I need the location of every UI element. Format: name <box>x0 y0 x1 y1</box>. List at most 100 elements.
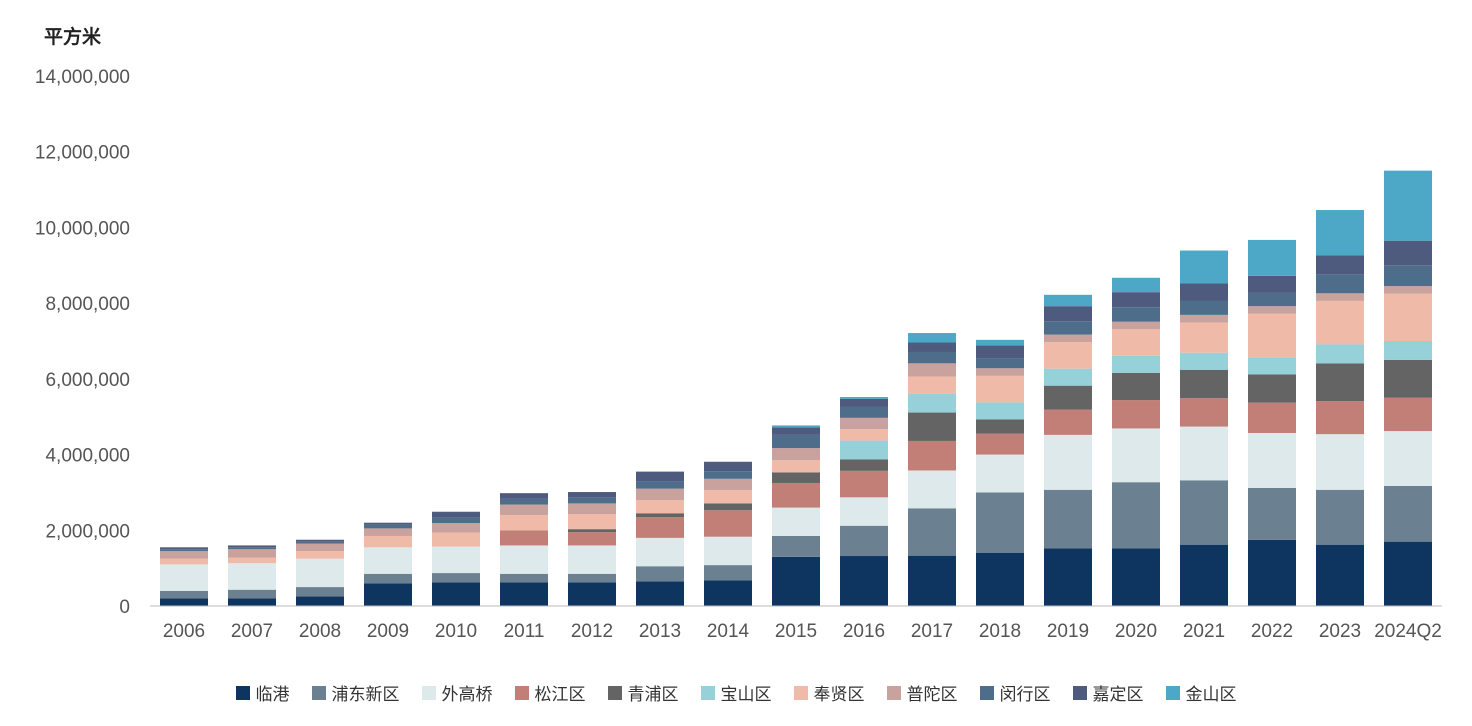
x-tick-label: 2021 <box>1183 621 1225 642</box>
bar-segment <box>432 582 480 606</box>
bar-segment <box>908 470 956 509</box>
legend-label: 临港 <box>255 685 290 704</box>
bar-segment <box>908 508 956 556</box>
bar-segment <box>1180 398 1228 427</box>
bar-segment <box>1316 489 1364 545</box>
bar-segment <box>1180 300 1228 315</box>
legend-swatch <box>886 685 901 700</box>
legend-item: 松江区 <box>514 680 586 705</box>
bar-segment <box>1112 428 1160 483</box>
bar-segment <box>1316 300 1364 345</box>
bar-segment <box>772 448 820 461</box>
x-tick-label: 2008 <box>299 621 341 642</box>
y-tick-label: 0 <box>119 597 130 618</box>
bar-segment <box>840 556 888 606</box>
x-tick-label: 2010 <box>435 621 477 642</box>
legend-item: 浦东新区 <box>311 680 400 705</box>
bar-segment <box>296 587 344 597</box>
bar-segment <box>228 545 276 548</box>
bar-segment <box>1248 292 1296 307</box>
bar-segment <box>976 553 1024 606</box>
legend-label: 普陀区 <box>906 685 958 704</box>
bar-segment <box>840 429 888 441</box>
bar-segment <box>1112 400 1160 429</box>
bar-segment <box>1180 250 1228 284</box>
bar-segment <box>704 536 752 566</box>
legend-item: 奉贤区 <box>793 680 865 705</box>
bar-segment <box>1384 541 1432 606</box>
bar-segment <box>908 351 956 364</box>
bar-segment <box>908 440 956 471</box>
x-tick-label: 2023 <box>1319 621 1361 642</box>
legend-label: 嘉定区 <box>1092 685 1144 704</box>
x-tick-label: 2011 <box>504 621 545 642</box>
bar-segment <box>568 497 616 504</box>
bar-segment <box>160 547 208 550</box>
bar-segment <box>1248 487 1296 540</box>
bar-segment <box>364 528 412 536</box>
bar-segment <box>432 517 480 524</box>
bar-segment <box>432 511 480 518</box>
x-axis-ticks: 2006 2007 2008 2009 2010 2011 2012 2013 2014 2015… <box>163 621 1442 642</box>
y-tick-label: 12,000,000 <box>35 143 130 164</box>
y-axis-ticks: 0 2,000,000 4,000,000 6,000,000 8,000,000 10,… <box>35 67 130 618</box>
bar-segment <box>228 547 276 550</box>
bar-segment <box>1180 352 1228 370</box>
bar-segment <box>908 555 956 606</box>
bar-segment <box>976 454 1024 493</box>
bar-segment <box>432 546 480 574</box>
bar-segment <box>364 547 412 574</box>
bar-segment <box>160 590 208 599</box>
legend-swatch <box>311 685 326 700</box>
bar-segment <box>976 419 1024 434</box>
y-axis-label: 平方米 <box>44 25 102 48</box>
legend-label: 闵行区 <box>999 685 1051 704</box>
bar-segment <box>296 596 344 606</box>
bar-segment <box>840 459 888 471</box>
bars <box>160 170 1432 606</box>
x-tick-label: 2014 <box>707 621 750 642</box>
bar-segment <box>432 532 480 547</box>
bar-segment <box>976 402 1024 420</box>
bar-segment <box>432 573 480 583</box>
legend-label: 奉贤区 <box>813 685 865 704</box>
x-tick-label: 2024Q2 <box>1374 621 1442 642</box>
bar-segment <box>1384 359 1432 398</box>
bar-segment <box>1384 293 1432 341</box>
x-tick-label: 2006 <box>163 621 205 642</box>
bar-segment <box>228 598 276 606</box>
bar-segment <box>976 339 1024 346</box>
bar-segment <box>364 583 412 606</box>
bar-segment <box>568 514 616 530</box>
bar-segment <box>1384 170 1432 241</box>
bar-segment <box>1384 341 1432 360</box>
x-tick-label: 2018 <box>979 621 1021 642</box>
legend-label: 青浦区 <box>627 685 679 704</box>
bar-segment <box>840 398 888 407</box>
bar-segment <box>1384 485 1432 542</box>
bar-segment <box>772 472 820 483</box>
legend-label: 外高桥 <box>441 685 493 704</box>
bar-segment <box>1316 274 1364 294</box>
bar-segment <box>772 425 820 428</box>
y-tick-label: 4,000,000 <box>45 446 130 467</box>
bar-segment <box>636 517 684 538</box>
bar-segment <box>1044 306 1092 322</box>
bar-segment <box>500 498 548 505</box>
bar-segment <box>500 504 548 516</box>
legend: 临港 浦东新区 外高桥 松江区 青浦区 宝山区 奉贤区 普陀区 闵行区 嘉定区 金山区 <box>0 680 1472 705</box>
x-tick-label: 2007 <box>231 621 273 642</box>
y-tick-label: 2,000,000 <box>45 521 130 542</box>
bar-segment <box>1248 539 1296 606</box>
bar-segment <box>432 523 480 533</box>
bar-segment <box>1248 357 1296 375</box>
bar-segment <box>568 582 616 606</box>
bar-segment <box>1044 368 1092 386</box>
bar-segment <box>704 490 752 504</box>
bar-segment <box>1044 321 1092 335</box>
legend-label: 松江区 <box>534 685 586 704</box>
bar-segment <box>1112 329 1160 356</box>
bar-segment <box>908 342 956 352</box>
legend-swatch <box>979 685 994 700</box>
bar-segment <box>228 557 276 564</box>
